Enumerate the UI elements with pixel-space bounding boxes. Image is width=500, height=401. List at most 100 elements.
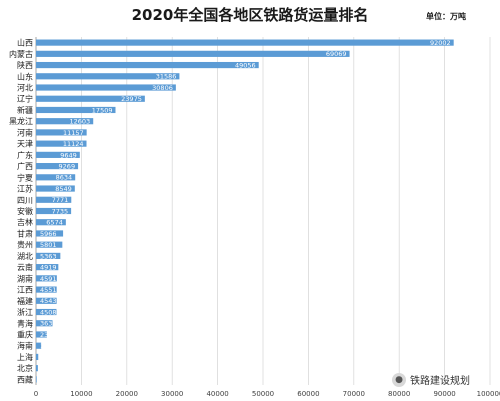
data-label: 69069: [326, 50, 347, 58]
data-label: 17509: [92, 106, 113, 114]
category-label: 云南: [17, 262, 33, 272]
data-label: 11157: [63, 129, 84, 137]
x-tick-label: 80000: [388, 390, 410, 398]
bar: [36, 219, 66, 226]
data-label: 4591: [40, 275, 57, 283]
category-label: 吉林: [17, 217, 33, 227]
data-label: 7735: [52, 207, 69, 215]
bar: [36, 61, 259, 69]
unit-label: 单位：万吨: [426, 12, 466, 21]
bar: [36, 320, 53, 327]
category-label: 浙江: [17, 307, 33, 317]
data-label: 92002: [430, 39, 451, 47]
x-tick-label: 50000: [252, 390, 274, 398]
data-label: 6574: [46, 219, 63, 227]
data-label: 8549: [55, 185, 72, 193]
category-label: 福建: [17, 296, 33, 306]
category-label: 海南: [17, 341, 33, 351]
x-tick-label: 0: [34, 390, 38, 398]
x-tick-label: 20000: [116, 390, 138, 398]
category-label: 宁夏: [17, 172, 33, 182]
data-label: 7771: [52, 196, 69, 204]
data-label: 4508: [40, 308, 57, 316]
bar: [36, 129, 87, 136]
category-label: 广西: [17, 161, 33, 171]
bar: [36, 331, 47, 338]
category-label: 天津: [17, 139, 33, 149]
bar: [36, 174, 76, 181]
bar: [36, 365, 38, 372]
category-label: 四川: [17, 196, 33, 205]
data-label: 4543: [40, 297, 57, 305]
category-label: 内蒙古: [9, 49, 33, 59]
bar: [36, 50, 350, 57]
bar: [36, 39, 454, 46]
bar: [36, 376, 37, 383]
category-label: 湖南: [17, 273, 33, 283]
data-label: 49056: [235, 61, 256, 69]
watermark-text: 铁路建设规划: [410, 376, 470, 387]
data-label: 5363: [40, 252, 57, 260]
chart-title: 2020年全国各地区铁路货运量排名: [131, 6, 369, 24]
category-label: 青海: [17, 318, 33, 328]
bar: [36, 230, 64, 237]
bar: [36, 342, 42, 349]
bar: [36, 95, 145, 102]
data-label: 3634: [40, 320, 57, 328]
category-label: 甘肃: [17, 228, 33, 238]
category-label: 河北: [17, 83, 33, 93]
data-label: 12603: [70, 118, 91, 126]
category-label: 新疆: [17, 105, 33, 115]
watermark: ● 铁路建设规划: [392, 372, 470, 387]
category-label: 山东: [17, 71, 33, 81]
x-tick-label: 100000: [477, 390, 500, 398]
bar: [36, 353, 39, 361]
category-label: 河南: [17, 127, 33, 137]
x-tick-label: 30000: [161, 390, 183, 398]
bar: [36, 163, 79, 170]
category-label: 北京: [17, 363, 33, 373]
bar: [36, 196, 72, 203]
category-label: 贵州: [17, 240, 33, 250]
data-label: 31586: [156, 73, 177, 81]
category-label: 安徽: [17, 206, 33, 216]
x-tick-label: 70000: [343, 390, 365, 398]
category-label: 湖北: [17, 252, 33, 261]
data-label: 2394: [40, 331, 57, 339]
bar: [36, 84, 176, 91]
data-label: 414: [40, 365, 52, 373]
x-tick-label: 10000: [70, 390, 92, 398]
category-label: 江西: [17, 286, 33, 295]
category-label: 江苏: [17, 184, 33, 194]
bar: [36, 140, 87, 147]
category-label: 上海: [17, 352, 33, 362]
bar: [36, 207, 72, 215]
category-label: 辽宁: [17, 94, 33, 104]
bar: [36, 286, 57, 293]
category-label: 西藏: [17, 374, 33, 384]
bar: [36, 118, 94, 125]
category-label: 黑龙江: [9, 116, 33, 126]
bar: [36, 275, 57, 282]
data-label: 23975: [121, 95, 142, 103]
data-label: 4551: [40, 286, 57, 294]
wechat-icon: ●: [392, 372, 406, 387]
x-tick-label: 40000: [206, 390, 228, 398]
bar: [36, 264, 59, 271]
data-label: 5801: [40, 241, 57, 249]
bar: [36, 151, 80, 158]
x-tick-label: 60000: [297, 390, 319, 398]
data-label: 9649: [60, 151, 77, 159]
x-tick-label: 90000: [433, 390, 455, 398]
data-label: 1135: [40, 342, 57, 350]
data-label: 11124: [63, 140, 84, 148]
bar: [36, 308, 57, 316]
bar: [36, 106, 116, 114]
data-label: 9269: [59, 162, 76, 170]
category-label: 陕西: [17, 60, 33, 70]
bar: [36, 241, 63, 248]
bar: [36, 185, 75, 192]
data-label: 4919: [40, 264, 57, 272]
